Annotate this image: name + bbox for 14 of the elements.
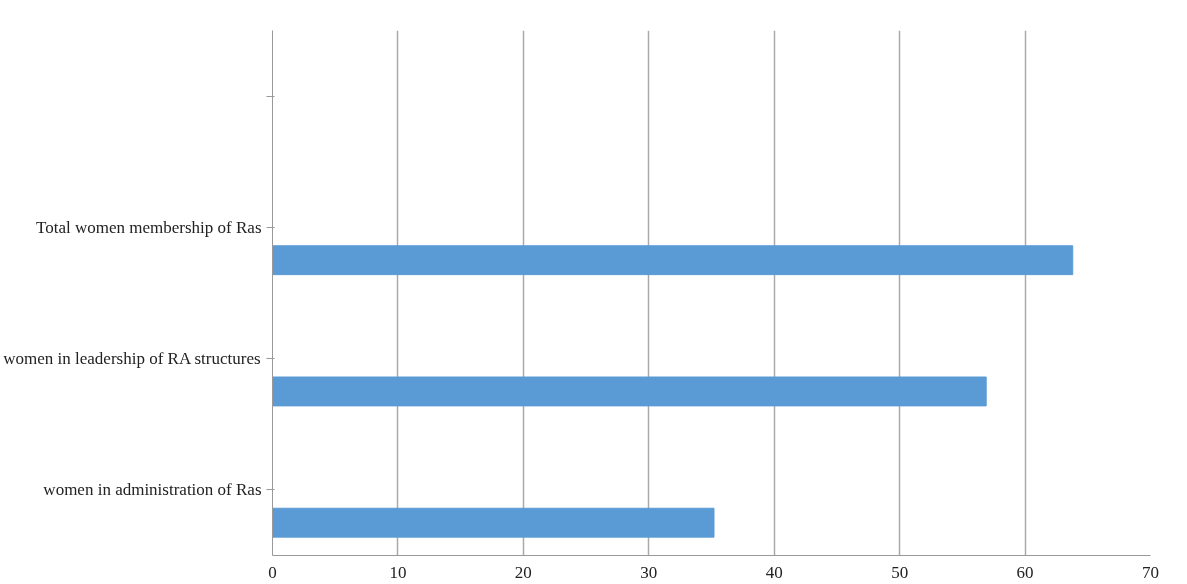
bar	[272, 245, 1074, 276]
x-tick-label: 30	[640, 562, 658, 582]
x-tick-label: 20	[514, 562, 532, 582]
bar	[272, 507, 715, 538]
x-tick-label: 0	[268, 562, 277, 582]
bar	[272, 376, 987, 407]
y-tick-label: women in leadership of RA structures	[3, 349, 261, 369]
y-tick-label: Total women membership of Ras	[36, 217, 262, 237]
x-tick-label: 70	[1142, 562, 1159, 582]
x-tick-label: 50	[891, 562, 909, 582]
y-tick-label: women in administration of Ras	[43, 480, 262, 500]
x-tick-label: 10	[389, 562, 407, 582]
x-tick-label: 60	[1016, 562, 1034, 582]
x-tick-label: 40	[765, 562, 783, 582]
